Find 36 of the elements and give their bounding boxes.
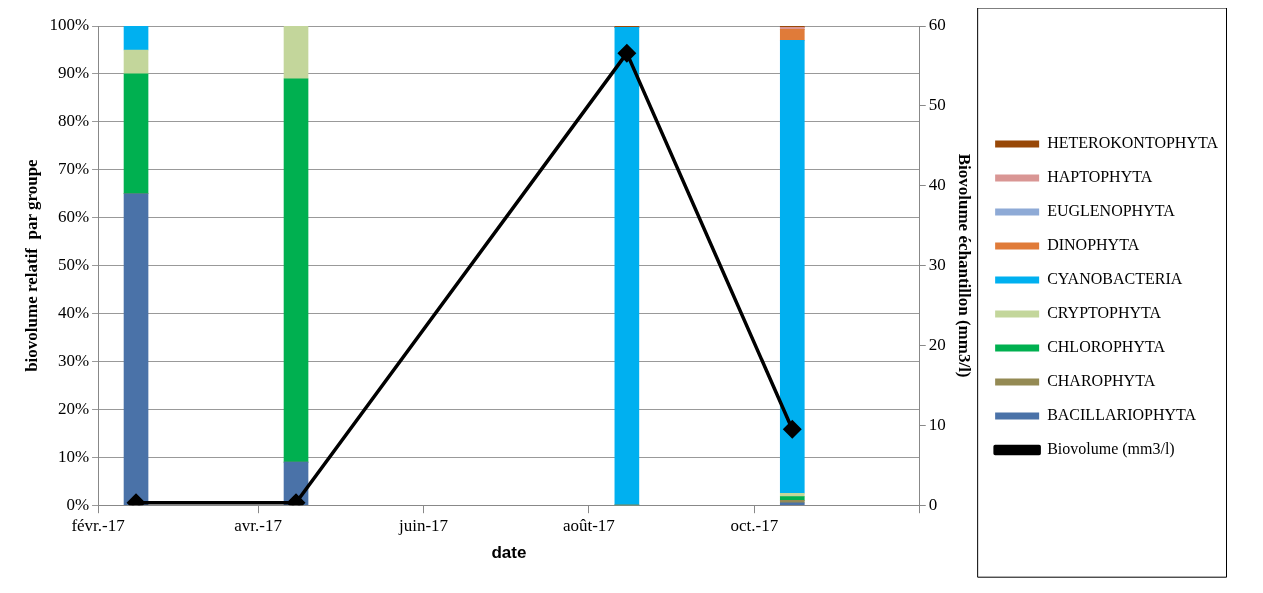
y-tick-label: 100% xyxy=(49,15,90,35)
legend-label: CHLOROPHYTA xyxy=(1047,338,1166,356)
legend-label: DINOPHYTA xyxy=(1047,236,1140,254)
y2-axis-title: Biovolume échantillon (mm3/l) xyxy=(954,153,974,378)
y2-tick-label: 20 xyxy=(928,334,946,354)
legend-label: HETEROKONTOPHYTA xyxy=(1047,134,1219,152)
y2-tick-label: 50 xyxy=(928,95,946,115)
x-tick-label: avr.-17 xyxy=(234,515,283,535)
x-axis-title: date xyxy=(491,543,527,563)
x-tick-label: févr.-17 xyxy=(71,515,126,535)
y2-tick-label: 40 xyxy=(928,175,946,195)
x-tick-label: août-17 xyxy=(562,515,616,535)
y-axis-title: biovolume relatif par groupe xyxy=(21,158,41,372)
y-tick-label: 0% xyxy=(66,494,90,514)
y-tick-label: 80% xyxy=(57,111,90,131)
legend-label: BACILLARIOPHYTA xyxy=(1047,406,1197,424)
legend-label: EUGLENOPHYTA xyxy=(1047,202,1176,220)
x-tick-label: oct.-17 xyxy=(730,515,779,535)
legend-label: HAPTOPHYTA xyxy=(1047,168,1153,186)
legend-label: CYANOBACTERIA xyxy=(1047,270,1183,288)
y-tick-label: 30% xyxy=(57,350,90,370)
y2-tick-label: 0 xyxy=(928,494,938,514)
y2-tick-label: 60 xyxy=(928,15,946,35)
y-tick-label: 50% xyxy=(57,255,90,275)
y-tick-label: 60% xyxy=(57,207,90,227)
y-tick-label: 70% xyxy=(57,159,90,179)
y-tick-label: 40% xyxy=(57,302,90,322)
legend-label: Biovolume (mm3/l) xyxy=(1047,440,1175,459)
y-tick-label: 10% xyxy=(57,446,90,466)
y2-tick-label: 10 xyxy=(928,414,946,434)
y-tick-label: 20% xyxy=(57,398,90,418)
legend-label: CRYPTOPHYTA xyxy=(1047,304,1162,322)
y-tick-label: 90% xyxy=(57,63,90,83)
x-tick-label: juin-17 xyxy=(397,515,449,535)
y2-tick-label: 30 xyxy=(928,255,946,275)
legend-label: CHAROPHYTA xyxy=(1047,372,1156,390)
